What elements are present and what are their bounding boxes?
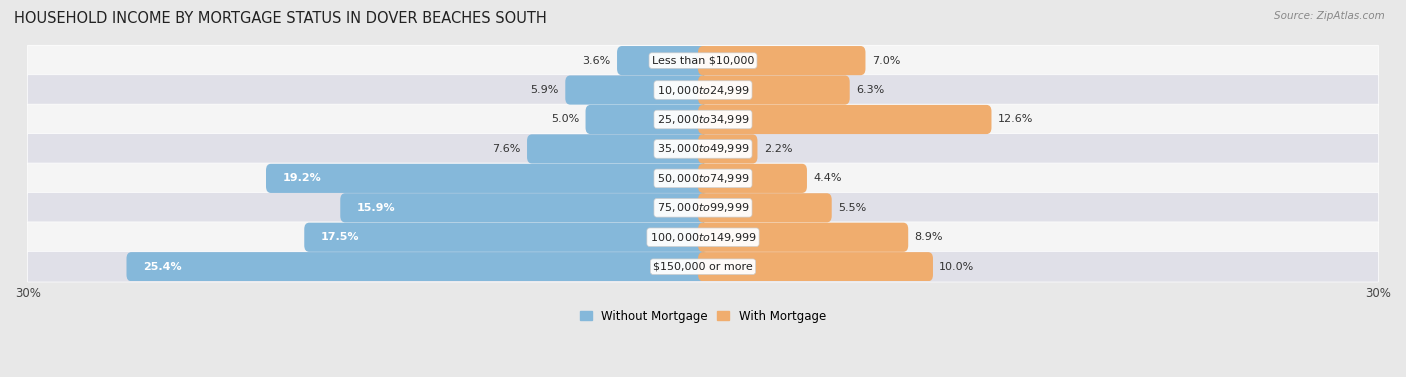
- Text: 8.9%: 8.9%: [914, 232, 943, 242]
- FancyBboxPatch shape: [697, 134, 758, 164]
- Text: $50,000 to $74,999: $50,000 to $74,999: [657, 172, 749, 185]
- Text: $35,000 to $49,999: $35,000 to $49,999: [657, 143, 749, 155]
- Text: 25.4%: 25.4%: [142, 262, 181, 272]
- FancyBboxPatch shape: [697, 223, 908, 252]
- FancyBboxPatch shape: [617, 46, 709, 75]
- Text: 7.6%: 7.6%: [492, 144, 520, 154]
- Text: 10.0%: 10.0%: [939, 262, 974, 272]
- FancyBboxPatch shape: [266, 164, 709, 193]
- FancyBboxPatch shape: [697, 252, 934, 281]
- FancyBboxPatch shape: [28, 104, 1378, 135]
- FancyBboxPatch shape: [28, 75, 1378, 105]
- FancyBboxPatch shape: [28, 222, 1378, 253]
- Text: 5.0%: 5.0%: [551, 115, 579, 124]
- Text: 6.3%: 6.3%: [856, 85, 884, 95]
- Text: HOUSEHOLD INCOME BY MORTGAGE STATUS IN DOVER BEACHES SOUTH: HOUSEHOLD INCOME BY MORTGAGE STATUS IN D…: [14, 11, 547, 26]
- Text: $150,000 or more: $150,000 or more: [654, 262, 752, 272]
- FancyBboxPatch shape: [304, 223, 709, 252]
- FancyBboxPatch shape: [28, 45, 1378, 76]
- FancyBboxPatch shape: [28, 133, 1378, 164]
- Text: 5.9%: 5.9%: [530, 85, 560, 95]
- FancyBboxPatch shape: [697, 46, 866, 75]
- Text: 2.2%: 2.2%: [763, 144, 792, 154]
- Text: 19.2%: 19.2%: [283, 173, 321, 183]
- FancyBboxPatch shape: [28, 251, 1378, 282]
- FancyBboxPatch shape: [697, 75, 849, 105]
- Text: 5.5%: 5.5%: [838, 203, 866, 213]
- Text: 3.6%: 3.6%: [582, 55, 610, 66]
- FancyBboxPatch shape: [340, 193, 709, 222]
- Legend: Without Mortgage, With Mortgage: Without Mortgage, With Mortgage: [575, 305, 831, 327]
- Text: $100,000 to $149,999: $100,000 to $149,999: [650, 231, 756, 244]
- FancyBboxPatch shape: [697, 164, 807, 193]
- FancyBboxPatch shape: [527, 134, 709, 164]
- Text: Less than $10,000: Less than $10,000: [652, 55, 754, 66]
- Text: 17.5%: 17.5%: [321, 232, 359, 242]
- Text: 12.6%: 12.6%: [998, 115, 1033, 124]
- FancyBboxPatch shape: [565, 75, 709, 105]
- Text: $75,000 to $99,999: $75,000 to $99,999: [657, 201, 749, 214]
- Text: Source: ZipAtlas.com: Source: ZipAtlas.com: [1274, 11, 1385, 21]
- FancyBboxPatch shape: [697, 105, 991, 134]
- Text: $25,000 to $34,999: $25,000 to $34,999: [657, 113, 749, 126]
- Text: 4.4%: 4.4%: [813, 173, 842, 183]
- FancyBboxPatch shape: [697, 193, 832, 222]
- FancyBboxPatch shape: [127, 252, 709, 281]
- FancyBboxPatch shape: [28, 193, 1378, 223]
- FancyBboxPatch shape: [28, 163, 1378, 194]
- Text: 15.9%: 15.9%: [357, 203, 395, 213]
- Text: 7.0%: 7.0%: [872, 55, 900, 66]
- Text: $10,000 to $24,999: $10,000 to $24,999: [657, 84, 749, 97]
- FancyBboxPatch shape: [585, 105, 709, 134]
